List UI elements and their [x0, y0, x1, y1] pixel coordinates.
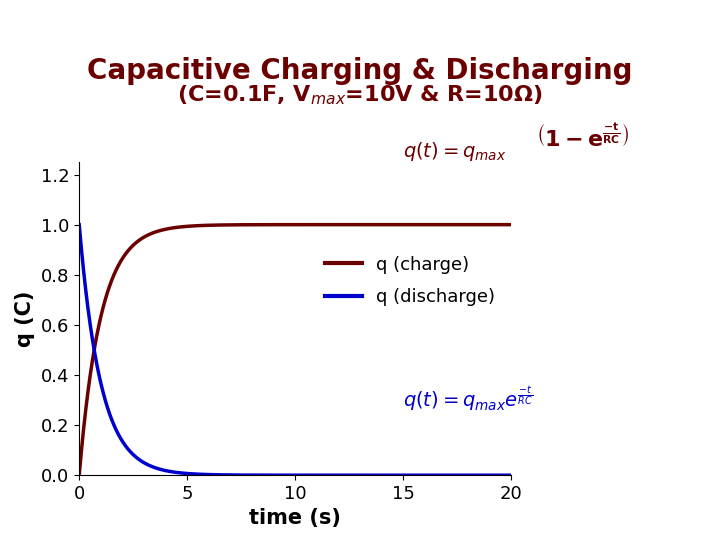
q (discharge)	[75, 221, 84, 228]
Line: q (charge): q (charge)	[79, 225, 511, 475]
Text: (C=0.1F, V$_{max}$=10V & R=10Ω): (C=0.1F, V$_{max}$=10V & R=10Ω)	[177, 84, 543, 107]
q (discharge)	[250, 472, 258, 478]
Legend: q (charge), q (discharge): q (charge), q (discharge)	[318, 248, 502, 313]
q (charge)	[265, 221, 274, 228]
q (charge)	[119, 254, 127, 260]
q (discharge)	[372, 472, 380, 478]
q (charge)	[412, 221, 420, 228]
q (charge)	[507, 221, 516, 228]
Text: $q(t) = q_{max}e^{\frac{-t}{RC}}$: $q(t) = q_{max}e^{\frac{-t}{RC}}$	[403, 385, 534, 414]
q (charge)	[75, 472, 84, 478]
Text: Capacitive Charging & Discharging: Capacitive Charging & Discharging	[87, 57, 633, 85]
Line: q (discharge): q (discharge)	[79, 225, 511, 475]
q (charge)	[250, 221, 258, 228]
q (discharge)	[119, 440, 127, 446]
q (discharge)	[412, 472, 420, 478]
Text: $\mathbf{\left(1 - e^{\frac{-t}{RC}}\right)}$: $\mathbf{\left(1 - e^{\frac{-t}{RC}}\rig…	[536, 124, 629, 151]
q (discharge)	[420, 472, 428, 478]
q (discharge)	[507, 472, 516, 478]
q (discharge)	[265, 472, 274, 478]
Text: $q(t) = q_{max}$: $q(t) = q_{max}$	[403, 140, 507, 163]
Y-axis label: q (C): q (C)	[15, 291, 35, 347]
q (charge)	[420, 221, 428, 228]
X-axis label: time (s): time (s)	[249, 509, 341, 529]
q (charge)	[372, 221, 380, 228]
